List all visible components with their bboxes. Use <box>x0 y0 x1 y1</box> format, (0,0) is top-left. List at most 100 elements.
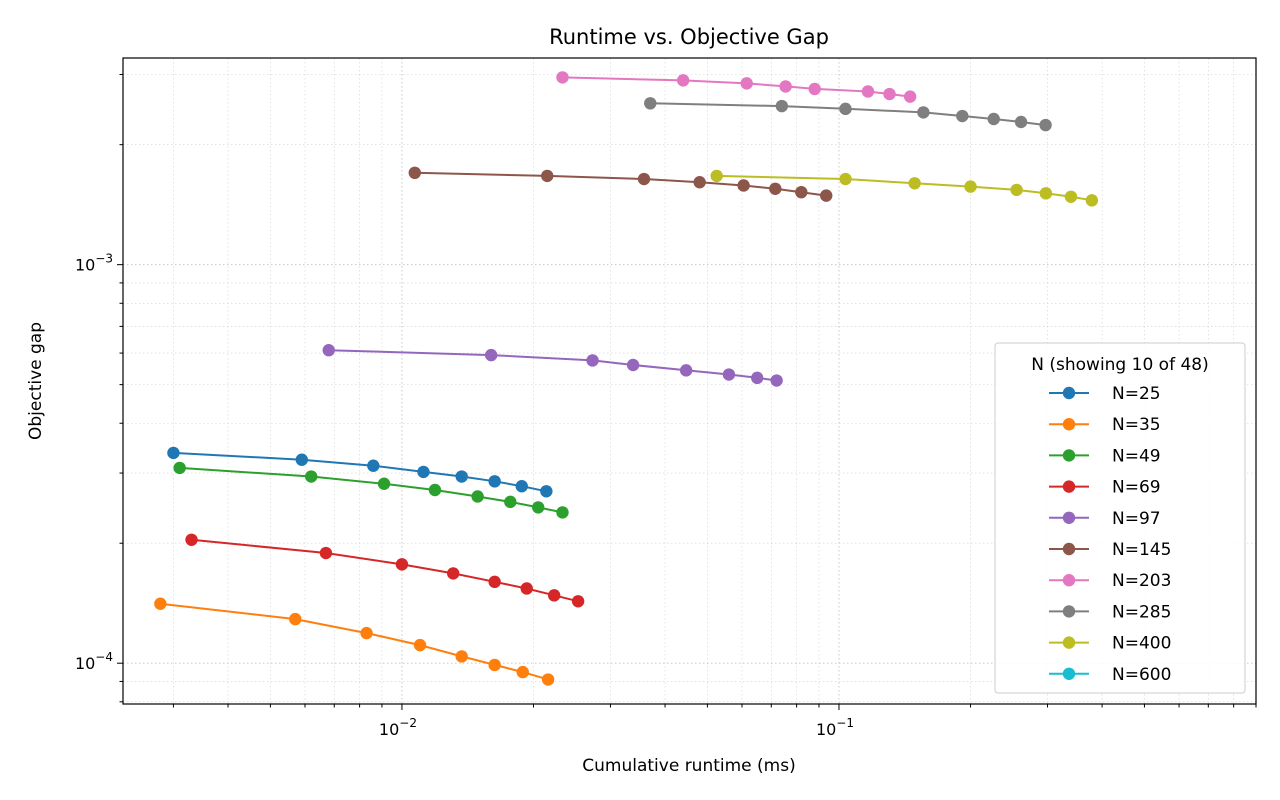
legend-entry: N=203 <box>1049 571 1171 591</box>
data-point <box>903 90 917 103</box>
legend-label: N=49 <box>1112 446 1161 466</box>
data-point <box>289 612 302 626</box>
data-point <box>861 85 875 98</box>
data-point <box>488 475 501 488</box>
data-point <box>455 470 468 483</box>
y-axis-label: Objective gap <box>26 322 46 440</box>
legend-label: N=285 <box>1112 602 1171 622</box>
data-point <box>795 185 808 199</box>
data-point <box>167 446 180 460</box>
legend-marker <box>1062 418 1076 431</box>
series-n-203 <box>556 71 917 103</box>
data-point <box>571 595 585 608</box>
legend-title: N (showing 10 of 48) <box>1031 355 1208 375</box>
data-point <box>769 182 782 195</box>
data-point <box>917 106 930 119</box>
data-point <box>367 459 380 472</box>
data-point <box>556 71 569 84</box>
series-n-25 <box>167 446 553 498</box>
data-point <box>1039 187 1053 200</box>
data-point <box>644 97 657 110</box>
data-point <box>417 465 430 479</box>
legend-marker <box>1062 511 1076 524</box>
legend-label: N=35 <box>1112 415 1161 435</box>
legend-box <box>994 342 1246 694</box>
legend-marker <box>1062 386 1076 400</box>
plot-frame <box>122 57 1257 705</box>
data-point <box>305 470 318 483</box>
series-n-145 <box>408 166 833 202</box>
data-point <box>377 477 391 490</box>
data-point <box>408 166 421 180</box>
data-point <box>547 589 561 602</box>
data-point <box>541 673 555 686</box>
data-point <box>428 483 442 497</box>
series-n-35 <box>154 597 555 686</box>
data-point <box>956 109 969 123</box>
legend-label: N=600 <box>1112 665 1171 685</box>
data-point <box>883 87 896 101</box>
data-point <box>808 82 821 96</box>
data-point <box>693 176 706 189</box>
legend-entry: N=145 <box>1049 540 1171 560</box>
data-point <box>395 558 409 571</box>
legend-label: N=145 <box>1112 540 1171 560</box>
data-point <box>520 582 533 595</box>
data-point <box>515 480 528 493</box>
legend-marker <box>1062 667 1076 680</box>
legend-entry: N=97 <box>1049 509 1161 529</box>
legend-marker <box>1062 542 1076 556</box>
legend-entry: N=49 <box>1049 446 1161 466</box>
data-point <box>446 567 460 580</box>
data-point <box>319 546 333 560</box>
data-point <box>1014 115 1028 129</box>
chart-title: Runtime vs. Objective Gap <box>549 25 829 49</box>
legend-entries: N=25 N=35 N=49 N=69 N=97 N=145 N=203 N=285 N=400… <box>1049 384 1171 685</box>
data-point <box>710 169 723 183</box>
data-point <box>779 80 792 93</box>
legend-label: N=400 <box>1112 634 1171 654</box>
series-n-69 <box>185 533 585 608</box>
legend-label: N=97 <box>1112 509 1161 529</box>
data-point <box>586 354 599 367</box>
data-point <box>987 112 1000 126</box>
data-point <box>626 358 640 372</box>
data-point <box>516 665 529 679</box>
data-point <box>908 177 921 190</box>
legend-label: N=69 <box>1112 478 1161 498</box>
data-point <box>751 371 764 385</box>
data-point <box>679 364 693 377</box>
data-point <box>839 102 852 116</box>
data-point <box>556 506 569 519</box>
data-point <box>455 650 468 663</box>
data-point <box>484 348 498 362</box>
data-point <box>775 99 789 113</box>
data-point <box>737 179 750 192</box>
data-point <box>471 490 484 503</box>
legend-marker <box>1062 636 1076 649</box>
legend-entry: N=285 <box>1049 602 1171 622</box>
legend-label: N=25 <box>1112 384 1161 404</box>
legend-entry: N=35 <box>1049 415 1161 435</box>
legend-entry: N=400 <box>1049 634 1171 654</box>
legend-entry: N=600 <box>1049 665 1171 685</box>
legend-marker <box>1062 449 1076 462</box>
data-point <box>1064 190 1078 203</box>
data-point <box>531 501 545 514</box>
data-point <box>541 169 554 183</box>
data-point <box>1010 183 1023 197</box>
data-point <box>360 626 373 640</box>
series-n-400 <box>710 169 1099 207</box>
data-point <box>1039 118 1052 132</box>
data-point <box>676 74 690 87</box>
data-point <box>540 485 553 498</box>
x-axis-label: Cumulative runtime (ms) <box>582 756 795 776</box>
data-point <box>154 597 167 610</box>
data-point <box>322 344 335 357</box>
series-n-97 <box>322 344 783 387</box>
legend-label: N=203 <box>1112 571 1171 591</box>
data-point <box>185 533 198 546</box>
legend: N (showing 10 of 48) N=25 N=35 N=49 N=69 N=9… <box>994 342 1246 694</box>
series-layer <box>154 71 1099 686</box>
